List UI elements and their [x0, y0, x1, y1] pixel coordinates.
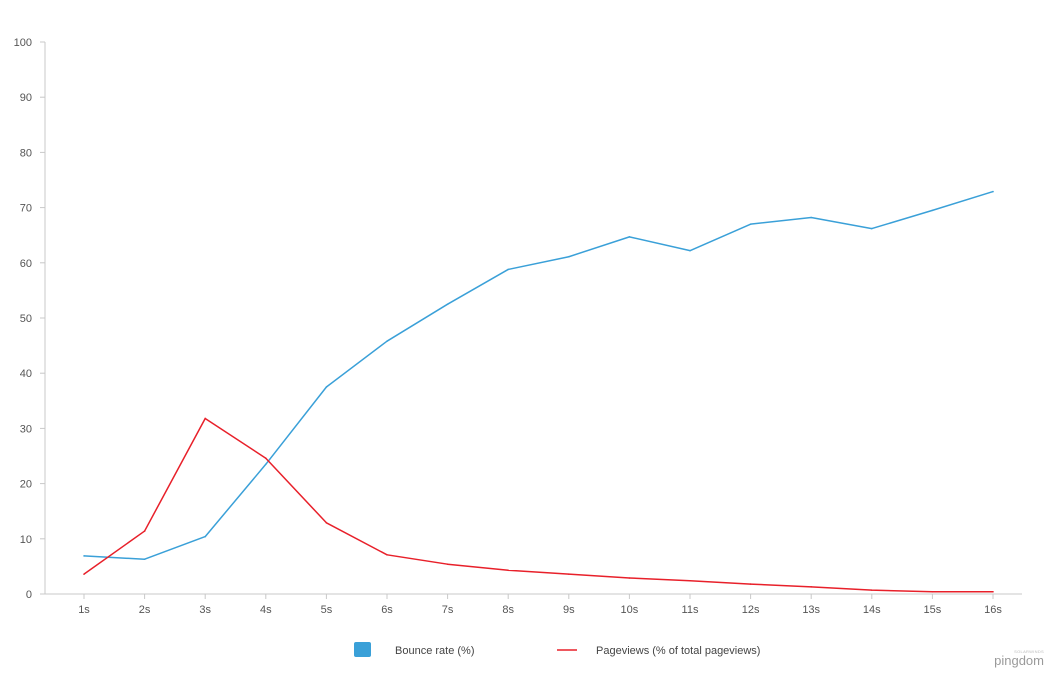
data-point	[931, 209, 934, 212]
data-point	[83, 555, 85, 557]
data-point	[83, 573, 85, 575]
data-point	[810, 216, 812, 219]
data-point	[143, 530, 146, 532]
x-tick-label: 13s	[802, 604, 820, 616]
x-tick-label: 16s	[984, 604, 1002, 616]
brand-name: pingdom	[994, 653, 1044, 668]
data-point	[265, 457, 267, 460]
pingdom-logo: SOLARWINDS pingdom	[994, 649, 1044, 667]
y-axis-ticks: 0 10 20 30 40 50 60 70 80 90 100	[14, 37, 45, 601]
x-tick-label: 7s	[442, 604, 454, 616]
data-point	[871, 589, 873, 591]
x-tick-label: 10s	[621, 604, 639, 616]
data-point	[568, 573, 570, 575]
data-point	[446, 303, 449, 306]
data-point	[931, 590, 934, 593]
data-point	[871, 227, 873, 230]
legend-label-bounce-rate: Bounce rate (%)	[395, 645, 474, 657]
data-point	[689, 249, 691, 252]
data-point	[265, 463, 267, 466]
x-tick-label: 15s	[924, 604, 942, 616]
y-tick-label: 40	[20, 368, 32, 380]
y-tick-label: 60	[20, 258, 32, 270]
data-point	[568, 255, 570, 258]
x-tick-label: 6s	[381, 604, 393, 616]
data-point	[386, 340, 388, 342]
x-tick-label: 12s	[742, 604, 760, 616]
y-tick-label: 10	[20, 534, 32, 546]
chart-axes	[44, 42, 1022, 595]
data-point	[325, 386, 328, 388]
y-tick-label: 50	[20, 313, 32, 325]
y-tick-label: 0	[26, 589, 32, 601]
x-tick-label: 4s	[260, 604, 272, 616]
bounce-rate-line	[83, 190, 994, 560]
series-lines	[83, 190, 994, 593]
x-tick-label: 2s	[139, 604, 151, 616]
y-tick-label: 20	[20, 479, 32, 491]
x-tick-label: 5s	[321, 604, 333, 616]
y-tick-label: 80	[20, 147, 32, 159]
data-point	[507, 268, 510, 271]
x-tick-label: 11s	[682, 604, 699, 616]
data-point	[325, 521, 328, 524]
x-tick-label: 9s	[563, 604, 575, 616]
x-tick-label: 1s	[78, 604, 90, 616]
data-point	[204, 417, 206, 420]
y-tick-label: 90	[20, 92, 32, 104]
y-tick-label: 30	[20, 423, 32, 435]
data-point	[992, 190, 994, 193]
data-point	[446, 563, 449, 565]
data-point	[810, 586, 812, 588]
chart-legend: Bounce rate (%) Pageviews (% of total pag…	[354, 642, 760, 657]
data-point	[386, 554, 388, 556]
data-point	[689, 579, 691, 582]
data-point	[992, 590, 994, 593]
brand-tagline: SOLARWINDS	[1014, 649, 1044, 654]
data-point	[143, 558, 146, 561]
y-tick-label: 70	[20, 203, 32, 215]
data-point	[628, 236, 631, 238]
data-point	[507, 569, 510, 572]
data-point	[749, 223, 752, 225]
x-tick-label: 8s	[502, 604, 514, 616]
data-point	[749, 583, 752, 585]
x-tick-label: 3s	[199, 604, 211, 616]
legend-marker-bounce-rate	[354, 642, 371, 657]
y-tick-label: 100	[14, 37, 32, 49]
x-tick-label: 14s	[863, 604, 881, 616]
x-axis-ticks: 1s 2s 3s 4s 5s 6s 7s 8s 9s 10s 11s 12s 13s 14s 15s 16s	[78, 594, 1002, 616]
data-point	[204, 535, 206, 538]
pageviews-line	[83, 417, 993, 593]
legend-label-pageviews: Pageviews (% of total pageviews)	[596, 645, 760, 657]
data-point	[628, 577, 631, 579]
